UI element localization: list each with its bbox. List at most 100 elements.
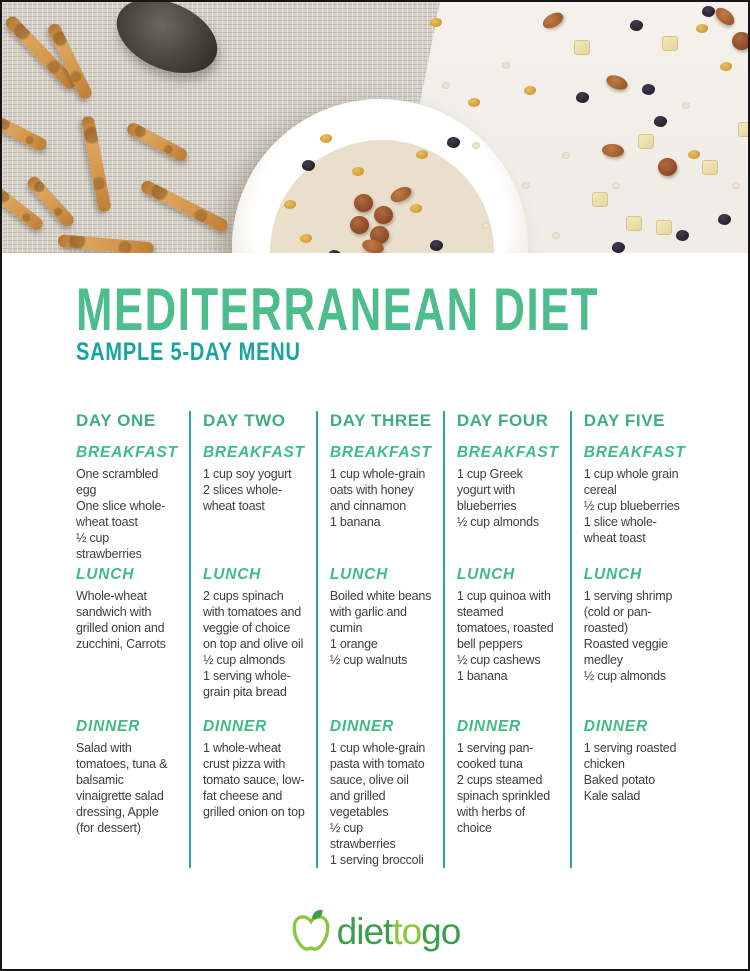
meal-item: 1 banana [329,515,381,529]
hazelnut-icon [732,32,748,50]
meal-item: 1 cup soy yogurt [202,467,292,481]
day-column-5: DAY FIVE BREAKFAST 1 cup whole grain cerea… [569,411,697,868]
meal-label: BREAKFAST [456,444,559,461]
oat-icon [612,182,620,189]
meal-section-dinner: DINNER 1 serving pan-cooked tuna 2 cups st… [457,718,559,836]
golden-icon [524,86,536,95]
oat-icon [502,62,510,69]
raisin-icon [328,250,341,253]
diettogo-logo: diettogo [290,908,461,955]
meal-section-lunch: LUNCH Whole-wheat sandwich with grilled o… [76,566,178,718]
meal-item: One scrambled egg [76,467,159,497]
meal-label: LUNCH [76,566,135,583]
cube-icon [702,160,718,175]
golden-icon [688,150,700,159]
breadstick [80,115,112,213]
cube-icon [662,36,678,51]
meal-section-lunch: LUNCH 1 serving shrimp (cold or pan-roast… [584,566,686,718]
meal-label: LUNCH [202,566,262,583]
meal-section-dinner: DINNER 1 serving roasted chicken Baked pot… [584,718,686,804]
raisin-icon [642,84,655,95]
oat-icon [442,82,450,89]
raisin-icon [612,242,625,253]
meal-item: 1 serving shrimp (cold or pan-roasted) [583,589,673,635]
day-column-2: DAY TWO BREAKFAST 1 cup soy yogurt 2 slices… [188,411,316,868]
meal-item: 1 serving whole-grain pita bread [202,669,291,699]
meal-item: Boiled white beans with garlic and cumin [329,589,432,635]
cube-icon [574,40,590,55]
meal-label: LUNCH [456,566,516,583]
meal-item: ½ cup cashews [456,653,541,667]
oat-icon [522,182,530,189]
menu-grid: DAY ONE BREAKFAST One scrambled egg One sli… [76,411,694,868]
raisin-icon [654,116,667,127]
golden-icon [468,98,480,107]
meal-section-lunch: LUNCH 2 cups spinach with tomatoes and ve… [203,566,305,718]
meal-item: 1 serving roasted chicken [583,741,677,771]
meal-label: BREAKFAST [329,444,432,461]
apple-icon [292,909,330,951]
meal-item: 1 serving pan-cooked tuna [456,741,534,771]
raisin-icon [447,137,460,148]
logo-word-diet: diet [336,910,394,952]
day-title: DAY FOUR [456,411,549,430]
meal-section-breakfast: BREAKFAST 1 cup soy yogurt 2 slices whole-… [203,444,305,566]
meal-item: Kale salad [583,789,641,803]
meal-section-breakfast: BREAKFAST 1 cup Greek yogurt with blueber… [457,444,559,566]
meal-item: 1 whole-wheat crust pizza with tomato sa… [202,741,305,819]
meal-item: 1 cup whole-grain oats with honey and ci… [329,467,426,513]
meal-item: 1 banana [456,669,508,683]
meal-item: 2 cups steamed spinach sprinkled with he… [456,773,550,835]
meal-label: BREAKFAST [583,444,686,461]
meal-label: LUNCH [583,566,642,583]
meal-item: 1 cup quinoa with steamed tomatoes, roas… [456,589,554,651]
raisin-icon [576,92,589,103]
meal-item: ½ cup walnuts [329,653,408,667]
raisin-icon [702,6,715,17]
meal-label: BREAKFAST [76,444,178,461]
meal-item: ½ cup almonds [202,653,286,667]
cube-icon [592,192,608,207]
day-column-4: DAY FOUR BREAKFAST 1 cup Greek yogurt with… [442,411,570,868]
meal-item: 1 serving broccoli [329,853,424,867]
meal-label: DINNER [583,718,648,735]
oat-icon [562,152,570,159]
meal-item: 1 cup whole-grain pasta with tomato sauc… [329,741,426,819]
raisin-icon [302,160,315,171]
meal-item: 1 cup Greek yogurt with blueberries [456,467,523,513]
meal-section-dinner: DINNER 1 whole-wheat crust pizza with tom… [203,718,305,820]
cube-icon [738,122,748,137]
breadstick [124,120,190,164]
meal-item: 1 cup whole grain cereal [583,467,679,497]
oat-icon [732,182,740,189]
golden-icon [410,204,422,213]
footer: diettogo [2,908,748,955]
meal-label: DINNER [76,718,141,735]
golden-icon [416,150,428,159]
meal-item: ½ cup strawberries [329,821,396,851]
hazelnut-icon [354,194,373,212]
spoon-icon [105,2,229,88]
raisin-icon [718,214,731,225]
golden-icon [430,18,442,27]
hero-photo [2,2,748,253]
golden-icon [300,234,312,243]
meal-item: ½ cup almonds [583,669,666,683]
meal-item: Baked potato [583,773,656,787]
day-title: DAY TWO [202,411,286,430]
page-title: MEDITERRANEAN DIET [76,274,600,343]
meal-section-dinner: DINNER 1 cup whole-grain pasta with tomat… [330,718,432,868]
breadstick [2,114,49,153]
day-title: DAY FIVE [583,411,666,430]
meal-label: DINNER [202,718,268,735]
meal-label: DINNER [456,718,522,735]
golden-icon [320,134,332,143]
oat-icon [552,232,560,239]
logo-word-go: go [421,910,461,952]
meal-item: ½ cup blueberries [583,499,680,513]
golden-icon [720,62,732,71]
meal-label: BREAKFAST [202,444,305,461]
oat-icon [472,142,480,149]
oat-icon [682,102,690,109]
raisin-icon [630,20,643,31]
